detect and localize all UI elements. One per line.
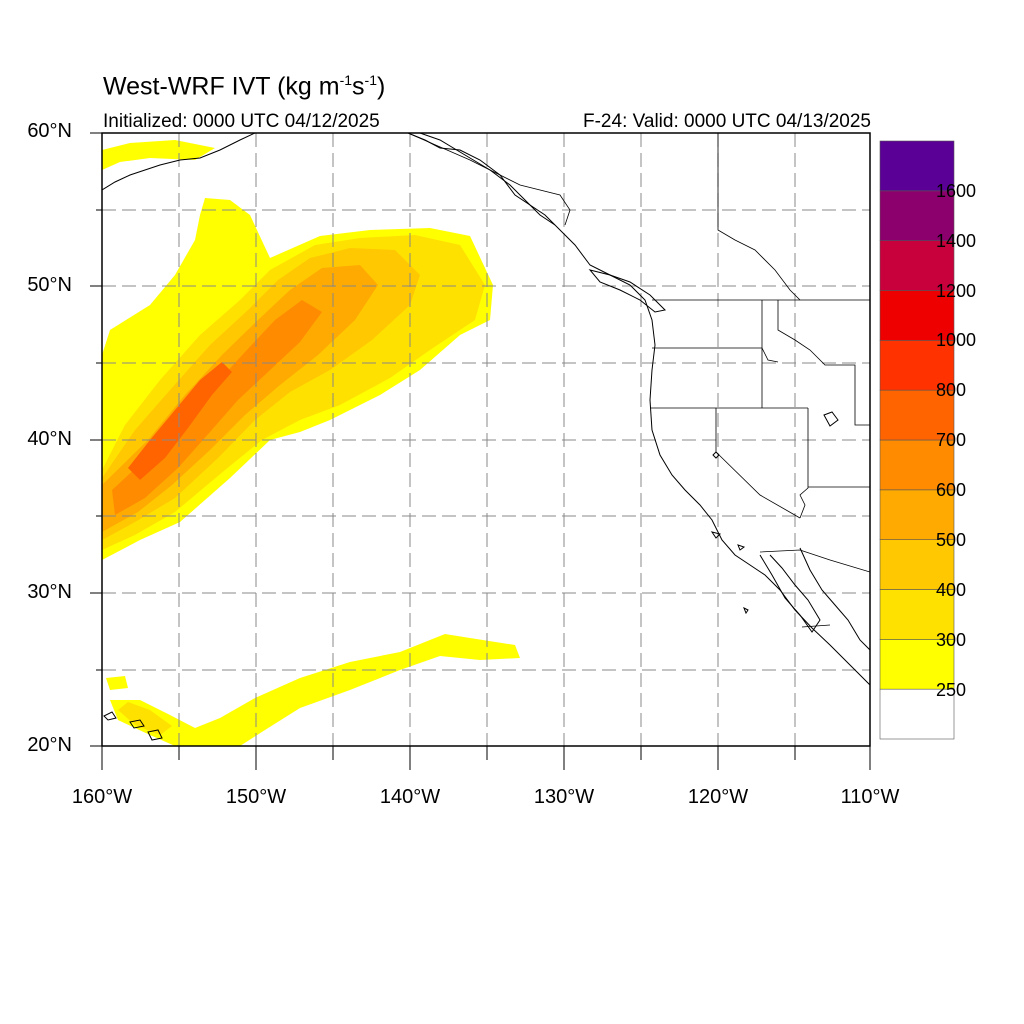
border-nv-ut xyxy=(799,408,809,519)
chart-title: West-WRF IVT (kg m-1s-1) xyxy=(103,72,386,101)
ivt-contour-600 xyxy=(112,300,322,515)
colorbar-label-250: 250 xyxy=(936,680,967,700)
border-baja-sonora xyxy=(801,624,831,628)
islands-hawaii xyxy=(103,711,163,741)
ivt-shading xyxy=(102,140,520,746)
political-borders xyxy=(407,133,870,628)
ivt-contour-250-nw xyxy=(102,140,215,170)
border-alaska-canada xyxy=(407,133,571,226)
lon-label-140w: 140°W xyxy=(379,786,441,808)
colorbar-label-400: 400 xyxy=(936,580,967,600)
coastline-alaska-panhandle xyxy=(419,133,556,226)
border-wa-or xyxy=(652,347,779,363)
colorbar-label-1600: 1600 xyxy=(936,181,977,201)
border-ca-nv xyxy=(715,408,801,519)
colorbar-box xyxy=(879,639,955,690)
border-az-mexico xyxy=(759,549,870,573)
island-channel xyxy=(710,531,746,551)
lat-ticks xyxy=(90,132,102,747)
colorbar-box xyxy=(879,340,955,391)
initialized-time: Initialized: 0000 UTC 04/12/2025 xyxy=(103,111,380,132)
lat-label-40n: 40°N xyxy=(27,428,72,450)
colorbar-box xyxy=(879,190,955,241)
lon-label-110w: 110°W xyxy=(840,786,900,808)
colorbar-box xyxy=(879,290,955,341)
island-vancouver xyxy=(588,269,667,313)
coastline-gulf-california xyxy=(799,547,870,651)
ivt-contour-250-south-fragment xyxy=(106,676,128,690)
ivt-contour-700 xyxy=(128,362,232,480)
lat-label-20n: 20°N xyxy=(27,734,72,756)
colorbar-box xyxy=(879,589,955,640)
lon-label-130w: 130°W xyxy=(533,786,595,808)
lon-label-150w: 150°W xyxy=(225,786,287,808)
colorbar-box xyxy=(879,389,955,441)
colorbar xyxy=(879,140,955,740)
grid-lines xyxy=(102,133,870,746)
border-id-mt xyxy=(777,300,870,426)
island-guadalupe xyxy=(743,606,749,615)
colorbar-label-1200: 1200 xyxy=(936,281,977,301)
colorbar-label-1400: 1400 xyxy=(936,231,977,251)
colorbar-box xyxy=(879,539,955,590)
colorbar-box xyxy=(879,439,955,491)
lon-ticks xyxy=(101,746,871,770)
lat-label-60n: 60°N xyxy=(27,120,72,142)
colorbar-box xyxy=(879,489,955,540)
lon-label-120w: 120°W xyxy=(687,786,749,808)
colorbar-label-600: 600 xyxy=(936,480,967,500)
colorbar-box xyxy=(879,688,955,740)
colorbar-label-700: 700 xyxy=(936,430,967,450)
colorbar-label-800: 800 xyxy=(936,380,967,400)
ivt-contour-300-south xyxy=(118,702,172,735)
colorbar-label-300: 300 xyxy=(936,630,967,650)
lat-label-30n: 30°N xyxy=(27,581,72,603)
lake-great-salt xyxy=(823,411,839,427)
border-canada-bc-ab xyxy=(717,133,801,301)
coastlines xyxy=(102,133,870,741)
lat-label-50n: 50°N xyxy=(27,274,72,296)
lon-label-160w: 160°W xyxy=(71,786,133,808)
colorbar-label-500: 500 xyxy=(936,530,967,550)
colorbar-box xyxy=(879,140,955,192)
coastline-alaska xyxy=(102,133,256,191)
colorbar-label-1000: 1000 xyxy=(936,330,977,350)
valid-time: F-24: Valid: 0000 UTC 04/13/2025 xyxy=(583,111,871,132)
ivt-contour-250-south xyxy=(110,634,520,746)
coastline-north-america xyxy=(407,133,870,686)
colorbar-box xyxy=(879,240,955,291)
